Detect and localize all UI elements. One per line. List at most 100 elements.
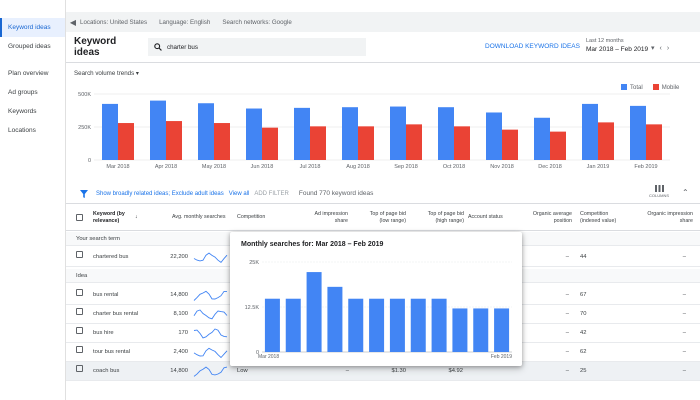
header-avg-searches[interactable]: Avg. monthly searches [172,214,226,220]
row-checkbox[interactable] [76,362,83,381]
header-competition[interactable]: Competition [237,214,266,220]
competition-index-cell: 42 [580,330,587,336]
search-volume-trends-dropdown[interactable]: Search volume trends ▾ [74,70,139,77]
header-competition-index[interactable]: Competition (indexed value) [580,211,617,224]
checkbox-box [76,289,83,296]
checkbox-box [76,365,83,372]
bar-mobile [406,124,422,160]
table-row[interactable]: coach bus 14,800 Low – $1.30 $4.92 – 25 – [66,362,700,381]
monthly-searches-chart: 0 12.5K 25K Mar 2018 Feb 2019 [245,260,513,360]
language-setting[interactable]: Language: English [159,18,211,26]
legend-mobile: Mobile [652,84,679,91]
x-tick-label: Nov 2018 [490,164,514,170]
bar-total [198,103,214,160]
bar-mobile [118,123,134,160]
header-bid-high[interactable]: Top of page bid (high range) [427,211,464,224]
header-organic-impression[interactable]: Organic impression share [647,211,693,224]
bar-mobile [598,122,614,160]
locations-setting[interactable]: Locations: United States [80,18,148,26]
header-organic-position[interactable]: Organic average position [532,211,572,224]
bar-monthly [473,308,489,352]
sidebar-gap [0,56,65,64]
avg-searches-cell: 14,800 [170,292,188,298]
bar-monthly [389,298,405,352]
keyword-cell: charter bus rental [93,311,139,317]
search-input[interactable]: charter bus [148,38,366,56]
sidebar-item-grouped-ideas[interactable]: Grouped ideas [8,43,51,50]
row-checkbox[interactable] [76,324,83,343]
keyword-cell: bus rental [93,292,119,298]
bar-mobile [214,123,230,160]
organic-position-cell: – [565,292,569,298]
competition-index-cell: 25 [580,368,587,374]
organic-impression-cell: – [682,311,686,317]
page-header: Keyword ideas charter bus DOWNLOAD KEYWO… [66,32,700,63]
select-all-checkbox[interactable] [76,214,83,224]
sidebar-item-plan-overview[interactable]: Plan overview [8,70,49,77]
bar-monthly [285,298,301,352]
bar-total [438,107,454,160]
header-account-status[interactable]: Account status [468,214,503,220]
columns-label: COLUMNS [649,193,670,198]
row-checkbox[interactable] [76,305,83,324]
x-tick-label: Mar 2018 [106,164,129,170]
add-filter-button[interactable]: ADD FILTER [254,190,289,197]
organic-position-cell: – [565,368,569,374]
avg-searches-cell: 8,100 [173,311,188,317]
x-tick-label: Feb 2019 [491,354,512,360]
x-tick-label: Dec 2018 [538,164,562,170]
next-icon[interactable]: › [666,45,675,52]
row-checkbox[interactable] [76,343,83,362]
bar-mobile [502,129,518,160]
download-keyword-ideas-button[interactable]: DOWNLOAD KEYWORD IDEAS [485,43,580,50]
filter-text[interactable]: Show broadly related ideas; Exclude adul… [96,190,224,197]
dropdown-icon[interactable]: ▾ [651,45,660,52]
table-header: Keyword (by relevance) ↓ Avg. monthly se… [66,205,700,231]
bar-monthly [410,298,426,352]
trends-chart: 0 250K 500K Mar 2018 Apr 2018 May 2018 Jun 201… [78,92,670,170]
bar-mobile [262,127,278,160]
checkbox-box [76,346,83,353]
legend-mobile-swatch [652,84,659,90]
bar-total [246,108,262,160]
sidebar-item-locations[interactable]: Locations [8,127,36,134]
collapse-icon[interactable]: ⌃ [682,188,689,197]
bid-low-cell: $1.30 [391,368,406,374]
prev-icon[interactable]: ‹ [659,45,667,52]
date-range-label: Last 12 months [586,38,624,44]
date-range-value[interactable]: Mar 2018 – Feb 2019 [586,46,649,53]
organic-impression-cell: – [682,292,686,298]
collapse-left-icon[interactable]: ◀ [69,17,77,27]
bar-mobile [166,121,182,160]
y-tick-label: 0 [88,158,91,164]
keyword-cell: chartered bus [93,254,129,260]
keyword-cell: coach bus [93,368,120,374]
trend-sparkline [193,366,228,377]
x-tick-label: Jun 2018 [251,164,274,170]
legend-total-swatch [621,84,627,90]
sidebar-item-keywords[interactable]: Keywords [8,108,37,115]
sidebar-item-ad-groups[interactable]: Ad groups [8,89,38,96]
bar-total [342,107,358,160]
sparkline-path [193,328,228,339]
header-bid-low[interactable]: Top of page bid (low range) [369,211,406,224]
header-impression-share[interactable]: Ad impression share [314,211,348,224]
competition-index-cell: 70 [580,311,587,317]
organic-impression-cell: – [682,368,686,374]
sort-arrow-icon[interactable]: ↓ [135,214,138,220]
y-tick-label: 12.5K [245,305,260,311]
row-checkbox[interactable] [76,286,83,305]
view-all-link[interactable]: View all [228,190,250,197]
columns-button[interactable]: COLUMNS [649,185,669,198]
row-checkbox[interactable] [76,248,83,267]
page-title: Keyword ideas [74,36,117,58]
x-tick-label: Feb 2019 [634,164,657,170]
sidebar-item-keyword-ideas[interactable]: Keyword ideas [0,18,65,37]
y-tick-label: 250K [78,125,91,131]
x-tick-label: Mar 2018 [258,354,279,360]
organic-impression-cell: – [682,254,686,260]
bar-monthly [264,298,280,352]
networks-setting[interactable]: Search networks: Google [222,18,292,26]
header-keyword[interactable]: Keyword (by relevance) [93,211,125,224]
filter-icon[interactable] [80,189,88,198]
